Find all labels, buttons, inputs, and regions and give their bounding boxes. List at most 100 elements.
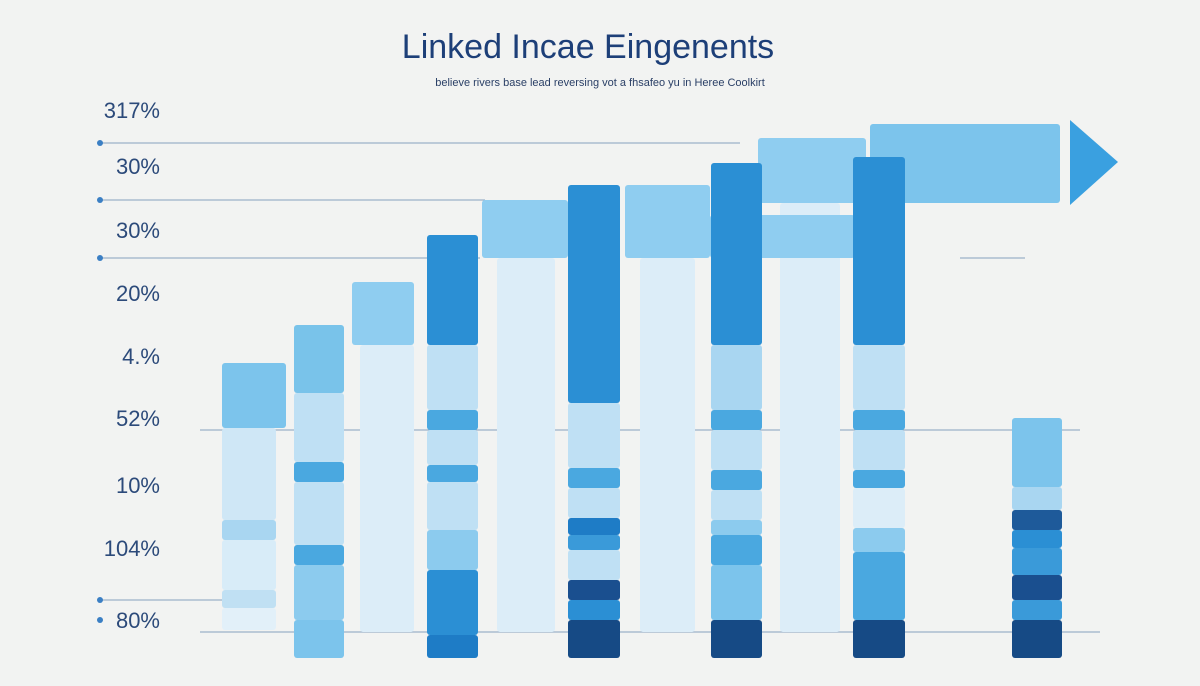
bar-shape bbox=[640, 258, 695, 632]
bar-segment bbox=[711, 520, 762, 535]
bars bbox=[222, 124, 1062, 658]
bar-segment bbox=[360, 345, 414, 632]
bar-segment bbox=[427, 345, 478, 410]
bar-shape bbox=[780, 203, 840, 632]
bar-segment bbox=[294, 620, 344, 658]
bar-segment bbox=[482, 200, 568, 258]
bar-segment bbox=[497, 258, 555, 632]
axis-label: 104% bbox=[104, 536, 160, 561]
bar-segment bbox=[294, 482, 344, 545]
bar-segment bbox=[1012, 600, 1062, 620]
axis-label: 30% bbox=[116, 218, 160, 243]
bar-segment bbox=[711, 163, 762, 345]
bar-shape bbox=[758, 138, 866, 203]
bar-segment bbox=[1012, 487, 1062, 510]
bar-segment bbox=[853, 552, 905, 620]
bar-segment bbox=[427, 430, 478, 465]
dot bbox=[97, 140, 103, 146]
bar-shape bbox=[222, 363, 286, 428]
bar-segment bbox=[1012, 510, 1062, 530]
bar-segment bbox=[568, 620, 620, 658]
dot bbox=[97, 197, 103, 203]
axis-label: 80% bbox=[116, 608, 160, 633]
bar-segment bbox=[853, 410, 905, 430]
bar-segment bbox=[711, 535, 762, 565]
bar-segment bbox=[711, 430, 762, 470]
bar-shape bbox=[853, 157, 905, 658]
bar-segment bbox=[1012, 530, 1062, 548]
bar-segment bbox=[1012, 575, 1062, 600]
bar-shape bbox=[568, 185, 620, 658]
bar-segment bbox=[711, 345, 762, 410]
bar-segment bbox=[853, 157, 905, 345]
bar-segment bbox=[427, 465, 478, 482]
bar-shape bbox=[427, 235, 478, 658]
bar-segment bbox=[352, 282, 414, 345]
bar-shape bbox=[711, 163, 762, 658]
bar-segment bbox=[222, 520, 276, 540]
bar-segment bbox=[711, 490, 762, 520]
bar-segment bbox=[1012, 548, 1062, 575]
bar-segment bbox=[711, 620, 762, 658]
arrow bbox=[1070, 120, 1118, 205]
bar-segment bbox=[853, 528, 905, 552]
bar-shape bbox=[482, 200, 568, 258]
dot bbox=[97, 255, 103, 261]
subtitle: believe rivers base lead reversing vot a… bbox=[435, 77, 765, 89]
bar-segment bbox=[1012, 620, 1062, 658]
axis-label: 4.% bbox=[122, 344, 160, 369]
bar-segment bbox=[625, 185, 710, 258]
bar-segment bbox=[222, 608, 276, 630]
bar-segment bbox=[870, 124, 1060, 203]
axis-label: 10% bbox=[116, 473, 160, 498]
bar-shape bbox=[360, 345, 414, 632]
bar-segment bbox=[853, 430, 905, 470]
bar-segment bbox=[568, 600, 620, 620]
bar-shape bbox=[294, 325, 344, 658]
bar-segment bbox=[640, 258, 695, 632]
bar-segment bbox=[568, 535, 620, 550]
bar-shape bbox=[625, 185, 710, 258]
bar-segment bbox=[853, 620, 905, 658]
bar-segment bbox=[294, 393, 344, 462]
axis-label: 20% bbox=[116, 281, 160, 306]
bar-segment bbox=[853, 470, 905, 488]
bar-segment bbox=[711, 565, 762, 620]
bar-segment bbox=[711, 410, 762, 430]
title: Linked Incae Eingenents bbox=[402, 28, 774, 66]
dot bbox=[97, 617, 103, 623]
bar-segment bbox=[568, 488, 620, 518]
bar-segment bbox=[222, 363, 286, 428]
bar-shape bbox=[1012, 418, 1062, 658]
bar-segment bbox=[427, 235, 478, 345]
bar-segment bbox=[780, 203, 840, 632]
bar-segment bbox=[711, 470, 762, 490]
bar-segment bbox=[294, 462, 344, 482]
bar-segment bbox=[568, 580, 620, 600]
bar-segment bbox=[222, 428, 276, 520]
bar-segment bbox=[1012, 418, 1062, 487]
bar-segment bbox=[222, 540, 276, 590]
bar-segment bbox=[427, 530, 478, 570]
bar-segment bbox=[222, 590, 276, 608]
bar-segment bbox=[427, 570, 478, 635]
bar-segment bbox=[758, 138, 866, 203]
dot bbox=[97, 597, 103, 603]
bar-segment bbox=[853, 488, 905, 528]
bar-segment bbox=[568, 185, 620, 403]
bar-segment bbox=[294, 545, 344, 565]
bar-segment bbox=[294, 325, 344, 393]
bar-segment bbox=[427, 635, 478, 658]
bar-segment bbox=[427, 482, 478, 530]
axis-label: 30% bbox=[116, 154, 160, 179]
bar-shape bbox=[870, 124, 1060, 203]
bar-shape bbox=[352, 282, 414, 345]
bar-shape bbox=[497, 258, 555, 632]
axis-label: 317% bbox=[104, 98, 160, 123]
bar-segment bbox=[294, 565, 344, 620]
axis-label: 52% bbox=[116, 406, 160, 431]
bar-segment bbox=[568, 550, 620, 580]
bar-segment bbox=[853, 345, 905, 410]
